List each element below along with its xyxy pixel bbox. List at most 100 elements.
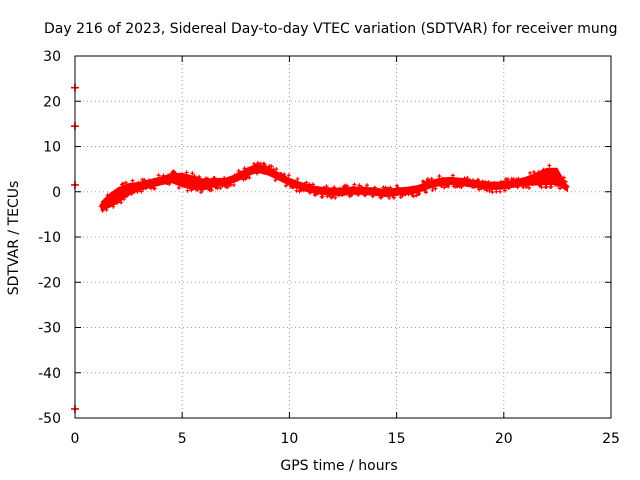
data-point [446,184,451,189]
data-point [421,180,426,185]
data-point [185,188,190,193]
data-point [423,190,428,195]
data-point [282,172,287,177]
data-point [216,183,221,188]
data-point [293,184,298,189]
data-point [202,179,207,184]
data-point [349,193,354,198]
data-point [134,187,139,192]
data-point [493,186,498,191]
data-point [395,185,400,190]
data-point [289,178,294,183]
data-point [562,186,567,191]
data-point [295,177,300,182]
data-point [108,202,113,207]
data-point [471,178,476,183]
data-point [235,177,240,182]
data-point [153,181,158,186]
data-point [339,193,344,198]
data-point [420,183,425,188]
data-point [406,192,411,197]
data-point [547,163,552,168]
data-point [240,174,245,179]
data-point [393,191,398,196]
data-point [197,174,202,179]
data-point [529,176,534,181]
data-point [136,180,141,185]
data-point [561,175,566,180]
data-point [306,187,311,192]
data-point [255,160,260,165]
data-point [534,174,539,179]
data-point [429,176,434,181]
data-point [168,179,173,184]
data-point [161,173,166,178]
data-point [126,186,131,191]
data-point [180,180,185,185]
data-point [484,188,489,193]
data-point [417,191,422,196]
data-point [269,164,274,169]
data-point [552,171,557,176]
data-point [526,182,531,187]
data-point [192,173,197,178]
data-point [155,177,160,182]
data-point [545,181,550,186]
data-point [307,182,312,187]
data-point [536,170,541,175]
data-point [273,178,278,183]
data-point [500,184,505,189]
data-point [305,184,310,189]
y-tick-label: -30 [38,321,61,337]
data-point [145,180,150,185]
data-point [433,186,438,191]
data-point [502,180,507,185]
data-point [260,168,265,173]
data-point [436,182,441,187]
data-point [351,187,356,192]
data-point [247,175,252,180]
data-point [105,193,110,198]
data-point [133,184,138,189]
data-point [212,176,217,181]
data-point [175,176,180,181]
data-point [103,201,108,206]
data-point [111,204,116,209]
data-point [365,187,370,192]
data-point [144,186,149,191]
data-point [283,174,288,179]
data-point [523,180,528,185]
data-point [270,169,275,174]
data-point [142,177,147,182]
data-point [520,178,525,183]
data-point [298,185,303,190]
data-point [152,186,157,191]
data-point [194,181,199,186]
data-point [538,182,543,187]
data-point [222,176,227,181]
data-point [452,181,457,186]
data-point [294,188,299,193]
data-point [475,177,480,182]
data-point [163,178,168,183]
data-point [195,188,200,193]
y-tick-label: 20 [43,94,61,110]
x-tick-label: 15 [388,431,406,447]
data-point [556,183,561,188]
data-point [117,192,122,197]
data-point [554,179,559,184]
data-point [367,191,372,196]
data-point [147,179,152,184]
data-point [469,181,474,186]
data-point [539,185,544,190]
data-point [205,176,210,181]
data-point [311,186,316,191]
data-point [187,178,192,183]
data-point [486,180,491,185]
data-point [510,179,515,184]
data-point [371,191,376,196]
data-point [127,184,132,189]
data-point [328,190,333,195]
data-point [441,176,446,181]
data-point [379,195,384,200]
